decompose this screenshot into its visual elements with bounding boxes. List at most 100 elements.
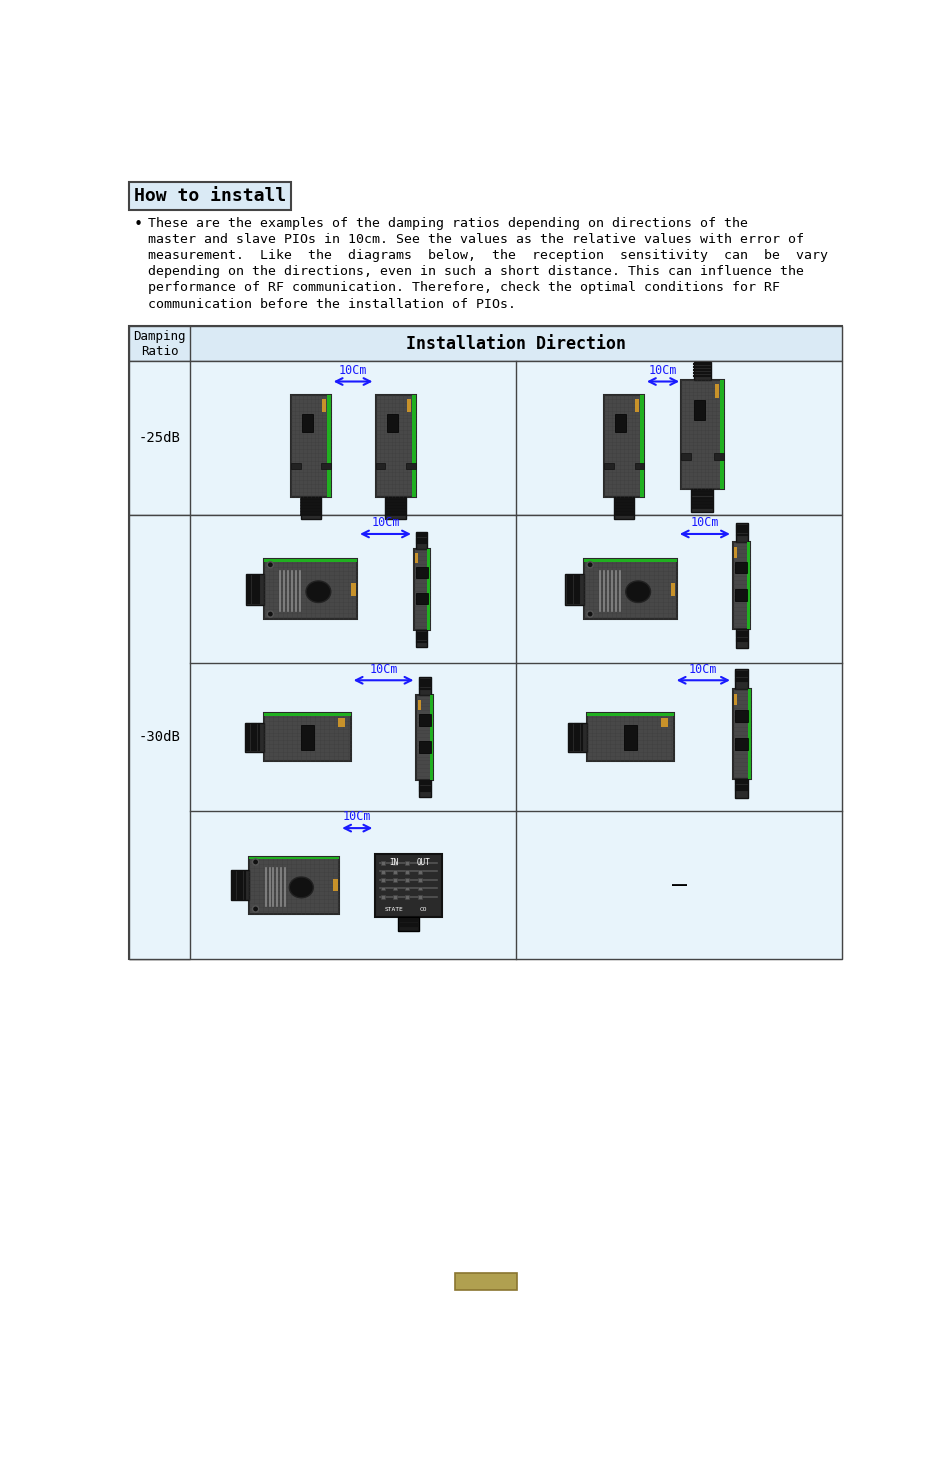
Bar [587, 714, 674, 761]
Bar [716, 384, 719, 399]
Bar [264, 714, 351, 717]
Bar [302, 413, 313, 432]
Ellipse shape [289, 877, 313, 897]
Text: performance of RF communication. Therefore, check the optimal conditions for RF: performance of RF communication. Therefo… [148, 281, 780, 295]
Bar [393, 861, 397, 865]
Bar [661, 718, 668, 727]
Bar [406, 463, 416, 469]
Bar [566, 575, 584, 605]
Bar [735, 523, 748, 541]
Bar [322, 463, 331, 469]
Circle shape [268, 611, 273, 617]
Text: CO: CO [419, 907, 427, 912]
Bar [417, 594, 428, 604]
Bar [231, 871, 250, 900]
Text: 10Cm: 10Cm [691, 516, 719, 529]
Text: 10Cm: 10Cm [689, 663, 717, 676]
Bar [735, 778, 748, 798]
Bar [418, 878, 421, 883]
Text: IN: IN [389, 858, 399, 868]
Bar [381, 861, 384, 865]
Text: Installation Direction: Installation Direction [406, 334, 626, 353]
Text: OUT: OUT [417, 858, 430, 868]
Bar [393, 878, 397, 883]
Text: STATE: STATE [384, 907, 403, 912]
Bar [419, 780, 431, 798]
Bar [624, 724, 637, 751]
Bar [418, 896, 421, 899]
Text: These are the examples of the damping ratios depending on directions of the: These are the examples of the damping ra… [148, 217, 748, 230]
Text: master and slave PIOs in 10cm. See the values as the relative values with error : master and slave PIOs in 10cm. See the v… [148, 233, 804, 246]
Bar [694, 362, 711, 380]
Bar [264, 714, 351, 761]
Bar [129, 182, 290, 210]
Bar [245, 723, 264, 752]
Bar [381, 896, 384, 899]
Text: measurement.  Like  the  diagrams  below,  the  reception  sensitivity  can  be : measurement. Like the diagrams below, th… [148, 249, 828, 262]
Bar [635, 463, 644, 469]
Bar [584, 560, 677, 561]
Bar [456, 1272, 517, 1290]
Bar [301, 497, 321, 519]
Bar [376, 396, 416, 497]
Text: -30dB: -30dB [139, 730, 180, 745]
Bar [419, 742, 431, 752]
Bar [615, 413, 626, 432]
Text: 10Cm: 10Cm [371, 516, 400, 529]
Bar [129, 325, 843, 959]
Bar [681, 380, 724, 490]
Bar [681, 453, 691, 460]
Bar [417, 532, 427, 548]
Bar [735, 629, 748, 648]
Bar [412, 396, 416, 497]
Bar [387, 413, 398, 432]
Text: •: • [134, 217, 143, 232]
Ellipse shape [625, 581, 651, 603]
Bar [405, 896, 409, 899]
Bar [691, 490, 713, 513]
Bar [129, 516, 843, 959]
Bar [735, 710, 748, 721]
Bar [301, 724, 313, 751]
Bar [720, 380, 724, 490]
Bar [291, 396, 331, 497]
Bar [381, 887, 384, 890]
Bar [418, 869, 421, 874]
Bar [129, 516, 190, 959]
Bar [747, 541, 750, 629]
Bar [584, 560, 677, 620]
Bar [735, 737, 748, 751]
Circle shape [252, 906, 259, 912]
Bar [333, 880, 338, 891]
Bar [735, 561, 747, 573]
Bar [381, 869, 384, 874]
Text: Damping
Ratio: Damping Ratio [134, 330, 186, 358]
Bar [405, 861, 409, 865]
Text: How to install: How to install [134, 188, 287, 205]
Bar [694, 400, 705, 421]
Bar [129, 362, 190, 516]
Circle shape [587, 561, 593, 567]
Bar [748, 689, 751, 778]
Bar [735, 589, 747, 601]
Bar [587, 714, 674, 717]
Bar [417, 695, 434, 780]
Bar [129, 325, 190, 362]
Bar [418, 887, 421, 890]
Bar [614, 497, 634, 519]
Bar [605, 396, 644, 497]
Bar [414, 548, 430, 630]
Circle shape [587, 611, 593, 617]
Bar [264, 560, 357, 620]
Bar [129, 362, 843, 516]
Bar [416, 553, 419, 563]
Bar [733, 541, 750, 629]
Text: 10Cm: 10Cm [343, 811, 371, 824]
Bar [418, 699, 421, 710]
Bar [250, 856, 340, 859]
Bar [641, 396, 644, 497]
Bar [385, 497, 405, 519]
Bar [427, 548, 430, 630]
Text: 10Cm: 10Cm [369, 663, 398, 676]
Bar [735, 547, 737, 559]
